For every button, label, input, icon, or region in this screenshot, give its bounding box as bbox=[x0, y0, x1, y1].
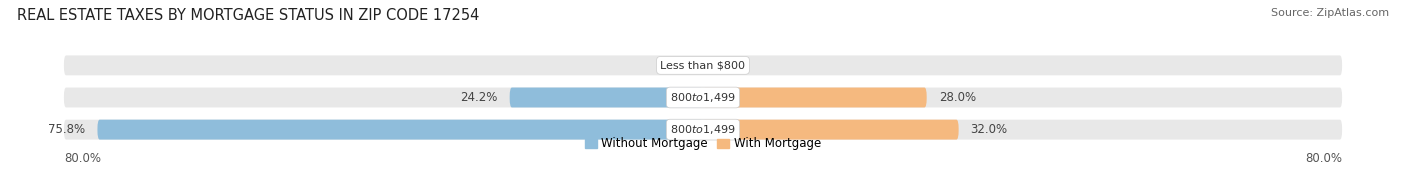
FancyBboxPatch shape bbox=[97, 120, 703, 140]
FancyBboxPatch shape bbox=[63, 55, 1343, 75]
FancyBboxPatch shape bbox=[63, 88, 1343, 107]
Text: Source: ZipAtlas.com: Source: ZipAtlas.com bbox=[1271, 8, 1389, 18]
Text: 24.2%: 24.2% bbox=[460, 91, 498, 104]
Text: 80.0%: 80.0% bbox=[1305, 152, 1343, 165]
Text: Less than $800: Less than $800 bbox=[661, 60, 745, 70]
FancyBboxPatch shape bbox=[703, 88, 927, 107]
Text: 28.0%: 28.0% bbox=[939, 91, 976, 104]
FancyBboxPatch shape bbox=[703, 120, 959, 140]
Text: $800 to $1,499: $800 to $1,499 bbox=[671, 91, 735, 104]
Text: 0.0%: 0.0% bbox=[718, 59, 748, 72]
Text: 80.0%: 80.0% bbox=[63, 152, 101, 165]
Text: $800 to $1,499: $800 to $1,499 bbox=[671, 123, 735, 136]
Text: 75.8%: 75.8% bbox=[48, 123, 86, 136]
Legend: Without Mortgage, With Mortgage: Without Mortgage, With Mortgage bbox=[581, 132, 825, 155]
FancyBboxPatch shape bbox=[63, 120, 1343, 140]
Text: 32.0%: 32.0% bbox=[970, 123, 1008, 136]
FancyBboxPatch shape bbox=[509, 88, 703, 107]
Text: 0.0%: 0.0% bbox=[658, 59, 688, 72]
Text: REAL ESTATE TAXES BY MORTGAGE STATUS IN ZIP CODE 17254: REAL ESTATE TAXES BY MORTGAGE STATUS IN … bbox=[17, 8, 479, 23]
